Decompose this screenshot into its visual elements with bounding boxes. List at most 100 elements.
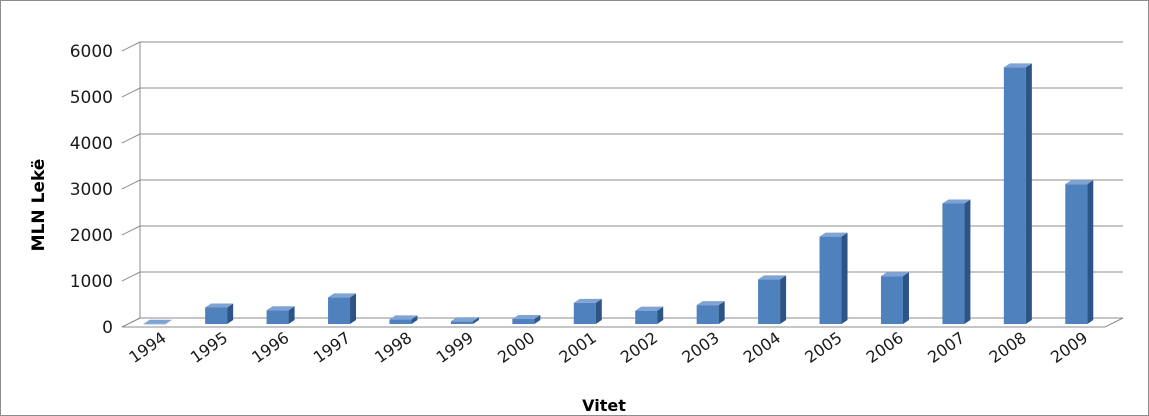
y-tick-label: 2000	[70, 226, 113, 246]
bar-side	[411, 315, 418, 324]
bar-2005	[819, 232, 848, 324]
x-tick-label: 1994	[125, 328, 169, 367]
bar-front	[696, 305, 719, 324]
x-tick-label: 2007	[924, 328, 968, 367]
bar-side	[964, 199, 971, 324]
bar-front	[635, 310, 658, 324]
bars	[143, 63, 1094, 325]
gridline-side	[121, 41, 141, 52]
bar-front	[942, 203, 965, 324]
bar-side	[472, 317, 479, 324]
x-tick-label: 2003	[678, 328, 722, 367]
bar-2002	[635, 306, 664, 324]
gridline-side	[121, 225, 141, 236]
bar-front	[328, 297, 351, 324]
x-tick-label: 1998	[371, 328, 415, 367]
gridlines	[121, 41, 1124, 328]
gridline-side	[121, 317, 141, 328]
bar-front	[266, 310, 289, 324]
bar-side	[1025, 63, 1032, 324]
bar-front	[143, 323, 166, 325]
bar-front	[205, 307, 228, 324]
bar-2009	[1065, 180, 1094, 324]
bar-top	[635, 306, 664, 311]
gridline-side	[121, 179, 141, 190]
bar-top	[205, 303, 234, 308]
bar-top	[328, 293, 357, 298]
bar-side	[718, 301, 725, 324]
gridline-side	[121, 87, 141, 98]
bar-side	[780, 275, 787, 324]
gridline-side	[121, 133, 141, 144]
bar-2006	[880, 272, 909, 324]
x-axis-tick-labels: 1994 1995 1996 1997 1998 1999 2000 2001 2002 2003…	[125, 328, 1091, 367]
x-tick-label: 2002	[617, 328, 661, 367]
bar-1995	[205, 303, 234, 324]
x-tick-label: 1999	[433, 328, 477, 367]
x-tick-label: 2000	[494, 328, 538, 367]
bar-front	[1003, 67, 1026, 324]
y-axis-tick-labels: 0 1000 2000 3000 4000 5000 6000	[70, 42, 113, 338]
bar-2003	[696, 301, 725, 324]
x-tick-label: 2006	[863, 328, 907, 367]
bar-top	[819, 232, 848, 237]
gridline-side	[121, 271, 141, 282]
bar-front	[512, 318, 535, 324]
bar-top	[512, 314, 541, 319]
bar-top	[573, 298, 602, 303]
bar-side	[227, 303, 234, 324]
y-tick-label: 4000	[70, 134, 113, 154]
bar-front	[389, 319, 412, 324]
bar-front	[758, 279, 781, 324]
x-axis-title: Vitet	[582, 396, 626, 415]
bar-2008	[1003, 63, 1032, 324]
y-axis-title: MLN Lekë	[29, 159, 49, 252]
bar-top	[143, 319, 172, 324]
bar-2004	[758, 275, 787, 324]
bar-1999	[450, 317, 479, 324]
y-tick-label: 1000	[70, 272, 113, 292]
bar-side	[350, 293, 357, 324]
bar-1997	[328, 293, 357, 324]
bar-2001	[573, 298, 602, 324]
bar-side	[1087, 180, 1094, 324]
bar-1994	[143, 319, 172, 325]
x-tick-label: 2008	[986, 328, 1030, 367]
bar-side	[902, 272, 909, 324]
bar-top	[389, 315, 418, 320]
bar-front	[819, 236, 842, 324]
x-tick-label: 2009	[1047, 328, 1091, 367]
bar-top	[758, 275, 787, 280]
x-tick-label: 2005	[801, 328, 845, 367]
bar-top	[696, 301, 725, 306]
bar-front	[450, 321, 473, 324]
x-tick-label: 1996	[248, 328, 292, 367]
y-tick-label: 6000	[70, 42, 113, 62]
bar-front	[1065, 184, 1088, 324]
y-tick-label: 3000	[70, 180, 113, 200]
bar-1998	[389, 315, 418, 324]
x-tick-label: 1997	[310, 328, 354, 367]
y-tick-label: 0	[102, 318, 113, 338]
bar-2007	[942, 199, 971, 324]
bar-side	[841, 232, 848, 324]
bar-side	[657, 306, 664, 324]
y-tick-label: 5000	[70, 88, 113, 108]
x-tick-label: 2001	[556, 328, 600, 367]
bar-top	[266, 306, 295, 311]
bar-top	[450, 317, 479, 322]
floor-edge-right	[1104, 317, 1124, 328]
bar-side	[595, 298, 602, 324]
bar-2000	[512, 314, 541, 324]
x-tick-label: 1995	[187, 328, 231, 367]
bar-1996	[266, 306, 295, 324]
bar-top	[1065, 180, 1094, 185]
x-tick-label: 2004	[740, 328, 784, 367]
bar-top	[1003, 63, 1032, 68]
bar-side	[288, 306, 295, 324]
bar-front	[573, 302, 596, 324]
bar-top	[942, 199, 971, 204]
bar-front	[880, 276, 903, 324]
bar-side	[165, 319, 172, 324]
